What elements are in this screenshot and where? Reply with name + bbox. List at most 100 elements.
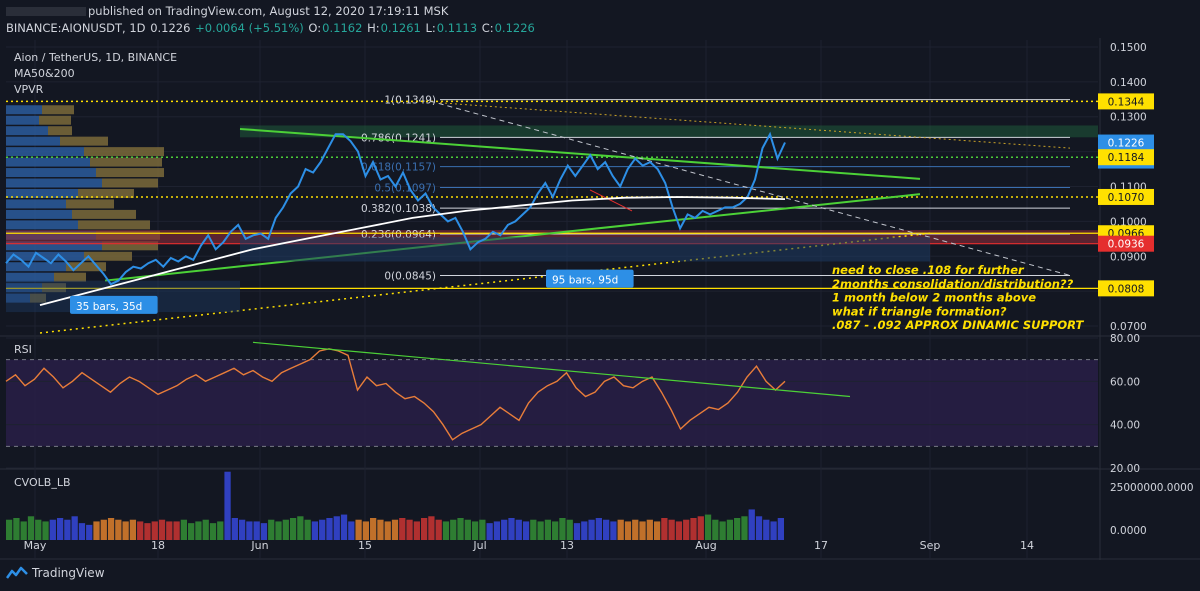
- volume-bar: [661, 518, 668, 540]
- volume-bar: [391, 519, 399, 540]
- symbol-label[interactable]: BINANCE:AIONUSDT, 1D: [6, 21, 146, 35]
- x-tick-label: May: [24, 539, 47, 552]
- vpvr-bar-up: [6, 251, 84, 261]
- price-tick-label: 0.0900: [1110, 251, 1147, 263]
- low-label: L:: [425, 21, 436, 35]
- fib-level-label: 0.618(0.1157): [361, 162, 436, 174]
- open-value: 0.1162: [322, 21, 363, 35]
- price-tag-box: [1098, 93, 1154, 110]
- x-tick-label: 13: [560, 539, 574, 552]
- volume-bar: [704, 514, 712, 540]
- volume-bar: [501, 519, 508, 540]
- volume-bar: [42, 521, 49, 540]
- volume-bar: [355, 519, 362, 540]
- volume-bar: [144, 523, 151, 540]
- volume-bar: [464, 519, 471, 540]
- volume-bar: [188, 523, 195, 540]
- volume-bar: [697, 516, 704, 540]
- volume-bar: [559, 518, 566, 540]
- volume-bar: [340, 514, 348, 540]
- volume-bar: [173, 521, 180, 540]
- volume-bar: [675, 521, 683, 540]
- vpvr-bar-up: [6, 136, 60, 146]
- vpvr-bar-up: [6, 157, 90, 167]
- indicator-label: VPVR: [14, 83, 44, 96]
- rsi-tick-label: 40.00: [1110, 420, 1140, 432]
- volume-bar: [202, 519, 209, 540]
- vpvr-bar-up: [6, 262, 66, 272]
- volume-bar: [573, 523, 581, 540]
- chart-header: published on TradingView.com, August 12,…: [0, 0, 1200, 38]
- rsi-tick-label: 20.00: [1110, 463, 1140, 475]
- volume-bar: [151, 521, 158, 540]
- volume-bar: [420, 518, 428, 540]
- volume-bar: [246, 521, 253, 540]
- volume-bar: [763, 519, 770, 540]
- volume-bar: [493, 521, 501, 540]
- volume-bar: [777, 518, 784, 540]
- volume-bar: [712, 519, 719, 540]
- price-tag-box: [1098, 188, 1154, 205]
- volume-bar: [158, 519, 166, 540]
- volume-bar: [209, 523, 217, 540]
- annotation-text: .087 - .092 APPROX DINAMIC SUPPORT: [832, 318, 1084, 332]
- volume-bar: [413, 521, 420, 540]
- close-label: C:: [481, 21, 494, 35]
- x-tick-label: Jul: [472, 539, 486, 552]
- volume-bar: [515, 519, 522, 540]
- price-tag-box: [1098, 280, 1154, 297]
- annotation-text: 2months consolidation/distribution??: [832, 277, 1074, 291]
- volume-bar: [690, 518, 697, 540]
- volume-bar: [384, 521, 391, 540]
- volume-bar: [770, 521, 777, 540]
- volume-bar: [166, 521, 173, 540]
- volume-tick-label: 0.0000: [1110, 525, 1147, 537]
- vpvr-bar-up: [6, 126, 48, 136]
- range-box: [240, 237, 930, 262]
- vpvr-bar-up: [6, 115, 39, 125]
- vpvr-bar-down: [66, 262, 106, 272]
- price-tick-label: 0.1500: [1110, 42, 1147, 54]
- volume-bar: [100, 519, 107, 540]
- resistance-zone: [240, 125, 1098, 138]
- vpvr-bar-down: [102, 241, 158, 251]
- volume-bar: [406, 519, 413, 540]
- volume-bar: [486, 523, 493, 540]
- volume-bar: [217, 521, 224, 540]
- price-line: [5, 131, 786, 286]
- volume-bar: [195, 521, 202, 540]
- vpvr-bar-down: [30, 293, 46, 303]
- volume-bar: [319, 519, 326, 540]
- range-label-text: 35 bars, 35d: [76, 301, 142, 313]
- fib-level-label: 0(0.0845): [384, 270, 436, 282]
- volume-bar: [595, 518, 602, 540]
- price-tag-text: 0.1070: [1108, 192, 1145, 204]
- tradingview-logo[interactable]: TradingView: [6, 566, 105, 580]
- fib-level-label: 1(0.1349): [384, 95, 436, 107]
- volume-bar: [35, 519, 42, 540]
- vpvr-bar-down: [60, 136, 108, 146]
- vpvr-bar-down: [78, 188, 134, 198]
- range-label-box: [546, 269, 634, 288]
- high-label: H:: [367, 21, 380, 35]
- vpvr-bar-down: [84, 147, 164, 157]
- tradingview-logo-icon: [6, 566, 28, 579]
- price-tick-label: 0.0700: [1110, 321, 1147, 333]
- volume-bar: [450, 519, 457, 540]
- rsi-band: [6, 359, 1098, 447]
- volume-bar: [734, 518, 741, 540]
- annotation-text: what if triangle formation?: [832, 304, 1007, 318]
- volume-bar: [122, 521, 129, 540]
- volume-bar: [27, 516, 35, 540]
- volume-bar: [646, 519, 653, 540]
- volume-bar: [508, 518, 515, 540]
- price-tag-text: 0.0808: [1108, 283, 1145, 295]
- volume-bar: [86, 524, 93, 540]
- range-label-text: 95 bars, 95d: [552, 275, 618, 287]
- vpvr-bar-up: [6, 168, 96, 178]
- red-mark-line: [589, 189, 633, 212]
- x-tick-label: Jun: [250, 539, 268, 552]
- volume-bar: [362, 521, 370, 540]
